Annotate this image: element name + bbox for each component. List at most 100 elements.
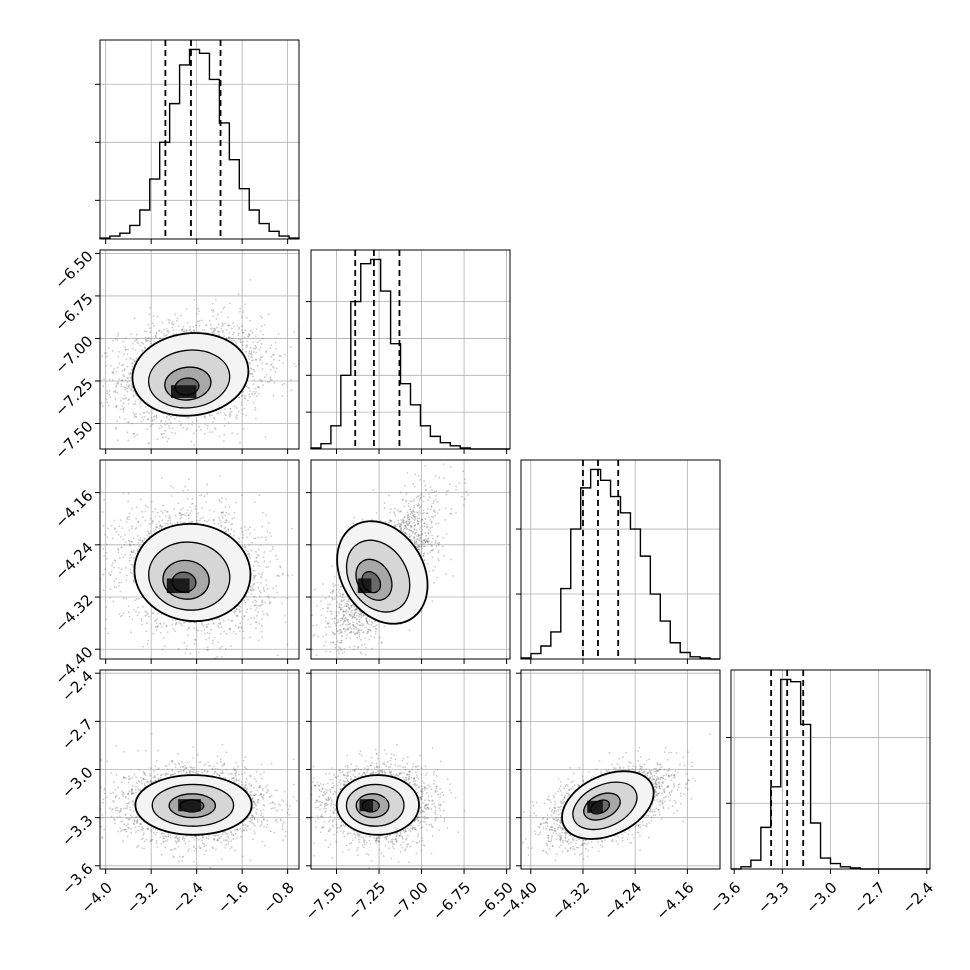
scatter-point	[161, 525, 163, 528]
scatter-point	[179, 512, 181, 515]
scatter-point	[262, 556, 265, 559]
scatter-point	[170, 485, 173, 488]
scatter-point	[243, 615, 246, 617]
scatter-point	[226, 324, 229, 327]
scatter-point	[191, 497, 194, 500]
scatter-point	[128, 615, 131, 618]
scatter-point	[182, 426, 185, 429]
scatter-point	[219, 647, 222, 649]
scatter-point	[256, 581, 259, 584]
scatter-point	[111, 379, 114, 382]
scatter-point	[175, 320, 178, 322]
scatter-point	[160, 525, 162, 528]
scatter-point	[249, 557, 251, 559]
scatter-point	[130, 541, 133, 543]
scatter-point	[232, 333, 235, 336]
scatter-point	[211, 331, 214, 334]
scatter-point	[243, 599, 246, 602]
scatter-point	[103, 554, 105, 557]
scatter-point	[163, 645, 166, 648]
scatter-point	[224, 526, 227, 528]
scatter-point	[149, 306, 152, 309]
scatter-point	[161, 511, 164, 514]
scatter-point	[129, 543, 131, 546]
scatter-point	[220, 511, 223, 514]
scatter-point	[236, 417, 238, 420]
scatter-point	[265, 584, 268, 586]
scatter-point	[213, 416, 215, 419]
scatter-point	[143, 330, 146, 333]
scatter-point	[103, 352, 106, 354]
scatter-point	[201, 319, 204, 322]
scatter-point	[182, 622, 185, 624]
scatter-point	[208, 632, 211, 635]
scatter-point	[119, 590, 122, 593]
scatter-point	[261, 317, 263, 319]
scatter-point	[207, 519, 210, 521]
scatter-point	[143, 537, 146, 540]
scatter-point	[230, 528, 233, 531]
scatter-point	[165, 515, 167, 518]
scatter-point	[104, 568, 107, 570]
scatter-point	[122, 374, 124, 376]
scatter-point	[259, 378, 262, 381]
scatter-point	[213, 330, 215, 333]
scatter-point	[270, 355, 273, 358]
scatter-point	[182, 330, 185, 333]
scatter-point	[220, 525, 223, 528]
scatter-point	[184, 485, 187, 488]
scatter-point	[263, 590, 266, 593]
scatter-point	[124, 379, 127, 382]
scatter-point	[173, 508, 176, 511]
scatter-point	[135, 357, 138, 360]
scatter-point	[140, 405, 142, 408]
scatter-point	[240, 527, 242, 530]
scatter-point	[100, 401, 103, 404]
scatter-point	[212, 421, 215, 423]
scatter-point	[185, 308, 188, 311]
scatter-point	[254, 575, 256, 578]
scatter-point	[249, 623, 252, 626]
scatter-point	[273, 358, 276, 361]
scatter-point	[167, 517, 170, 519]
scatter-point	[235, 608, 238, 611]
scatter-point	[203, 629, 206, 631]
scatter-point	[123, 353, 125, 355]
scatter-point	[160, 477, 163, 479]
scatter-point	[254, 335, 257, 338]
scatter-point	[243, 396, 246, 399]
scatter-point	[154, 626, 157, 628]
scatter-point	[194, 638, 197, 641]
scatter-point	[119, 519, 122, 521]
scatter-point	[198, 519, 201, 522]
scatter-point	[118, 416, 121, 418]
scatter-point	[128, 379, 131, 382]
scatter-point	[124, 533, 126, 536]
scatter-point	[115, 405, 118, 407]
scatter-point	[254, 560, 257, 563]
scatter-point	[255, 627, 257, 630]
scatter-point	[133, 557, 135, 559]
scatter-point	[142, 343, 144, 345]
scatter-point	[157, 612, 160, 615]
scatter-point	[205, 624, 208, 626]
scatter-point	[117, 355, 120, 358]
scatter-point	[213, 522, 216, 525]
scatter-point	[256, 553, 259, 556]
scatter-point	[229, 415, 231, 418]
scatter-point	[134, 553, 137, 555]
scatter-point	[123, 417, 126, 420]
scatter-point	[278, 354, 281, 357]
scatter-point	[223, 413, 226, 415]
scatter-point	[118, 362, 121, 365]
scatter-point	[129, 568, 132, 571]
scatter-point	[101, 511, 104, 513]
scatter-point	[130, 388, 133, 390]
scatter-point	[212, 519, 215, 522]
scatter-point	[219, 411, 222, 414]
scatter-point	[205, 501, 207, 503]
scatter-point	[248, 358, 251, 360]
scatter-point	[154, 526, 157, 528]
scatter-point	[129, 372, 132, 374]
